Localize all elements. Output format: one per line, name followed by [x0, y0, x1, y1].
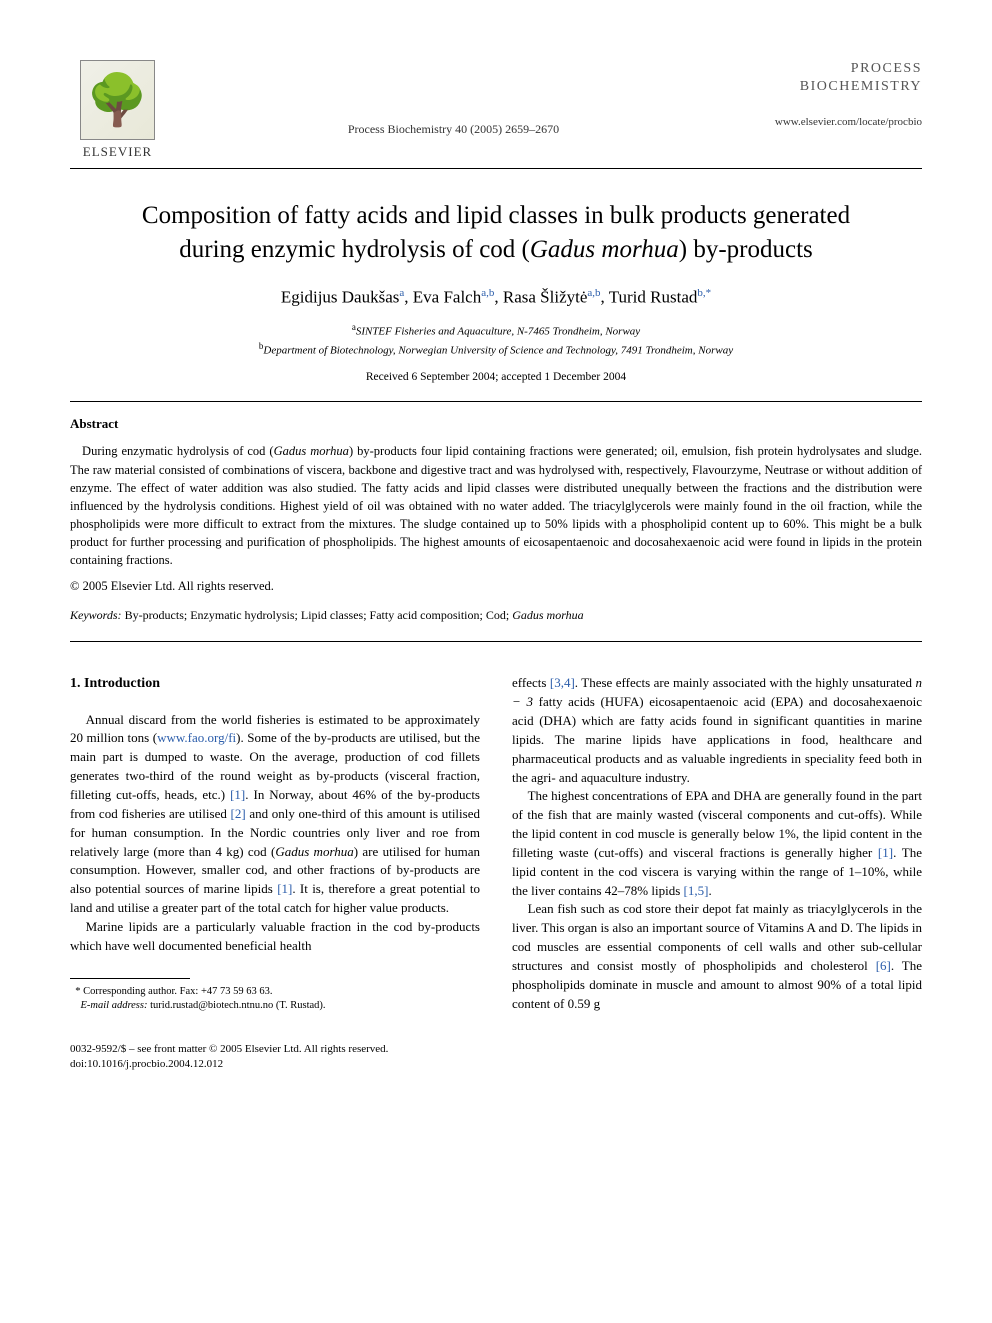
- abstract-species: Gadus morhua: [274, 444, 349, 458]
- p1-url[interactable]: www.fao.org/fi: [157, 730, 236, 745]
- intro-paragraph-2-cont: effects [3,4]. These effects are mainly …: [512, 674, 922, 787]
- author-4: Turid Rustad: [609, 287, 698, 306]
- abstract-body: During enzymatic hydrolysis of cod (Gadu…: [70, 442, 922, 569]
- rp1-mid1: . These effects are mainly associated wi…: [575, 675, 916, 690]
- right-column: effects [3,4]. These effects are mainly …: [512, 674, 922, 1014]
- author-3: Rasa Šližytė: [503, 287, 588, 306]
- abstract-copyright: © 2005 Elsevier Ltd. All rights reserved…: [70, 579, 922, 594]
- keywords-label: Keywords:: [70, 608, 122, 622]
- journal-url: www.elsevier.com/locate/procbio: [742, 116, 922, 128]
- footer-copyright: 0032-9592/$ – see front matter © 2005 El…: [70, 1042, 388, 1057]
- keywords: Keywords: By-products; Enzymatic hydroly…: [70, 608, 922, 623]
- author-list: Egidijus Daukšasa, Eva Falcha,b, Rasa Šl…: [70, 287, 922, 308]
- footnote-rule: [70, 978, 190, 979]
- author-1: Egidijus Daukšas: [281, 287, 400, 306]
- journal-title-line1: PROCESS: [742, 60, 922, 78]
- keywords-text: By-products; Enzymatic hydrolysis; Lipid…: [122, 608, 513, 622]
- rp1-pre: effects: [512, 675, 550, 690]
- author-4-affil: b,*: [697, 287, 711, 299]
- post-abstract-rule: [70, 641, 922, 642]
- article-title: Composition of fatty acids and lipid cla…: [110, 199, 882, 267]
- rp3-pre: Lean fish such as cod store their depot …: [512, 901, 922, 973]
- title-text-post: ) by-products: [679, 236, 813, 263]
- keywords-species: Gadus morhua: [512, 608, 583, 622]
- email-label: E-mail address:: [81, 1000, 148, 1011]
- affil-a-text: SINTEF Fisheries and Aquaculture, N-7465…: [356, 326, 640, 338]
- author-3-affil: a,b: [587, 287, 600, 299]
- publisher-logo: 🌳 ELSEVIER: [70, 60, 165, 160]
- rp2-ref2[interactable]: [1,5]: [684, 883, 709, 898]
- affiliation-b: bDepartment of Biotechnology, Norwegian …: [70, 340, 922, 359]
- page-header: 🌳 ELSEVIER Process Biochemistry 40 (2005…: [70, 60, 922, 160]
- author-1-affil: a: [399, 287, 404, 299]
- intro-paragraph-1: Annual discard from the world fisheries …: [70, 711, 480, 918]
- corr-text: Corresponding author. Fax: +47 73 59 63 …: [81, 986, 273, 997]
- corresponding-author-footnote: * Corresponding author. Fax: +47 73 59 6…: [70, 985, 480, 1000]
- header-rule: [70, 168, 922, 169]
- affiliation-a: aSINTEF Fisheries and Aquaculture, N-746…: [70, 321, 922, 340]
- publisher-name: ELSEVIER: [83, 144, 152, 160]
- p1-ref1[interactable]: [1]: [230, 787, 245, 802]
- rp1-post: fatty acids (HUFA) eicosapentaenoic acid…: [512, 694, 922, 784]
- abstract-post: ) by-products four lipid containing frac…: [70, 444, 922, 567]
- footer-doi: doi:10.1016/j.procbio.2004.12.012: [70, 1057, 388, 1072]
- title-species: Gadus morhua: [530, 236, 679, 263]
- p1-species: Gadus morhua: [275, 844, 353, 859]
- email-value: turid.rustad@biotech.ntnu.no (T. Rustad)…: [147, 1000, 325, 1011]
- elsevier-tree-icon: 🌳: [80, 60, 155, 140]
- intro-paragraph-2: Marine lipids are a particularly valuabl…: [70, 918, 480, 956]
- page-footer: 0032-9592/$ – see front matter © 2005 El…: [70, 1042, 922, 1073]
- intro-paragraph-4: Lean fish such as cod store their depot …: [512, 900, 922, 1013]
- author-2: Eva Falch: [413, 287, 481, 306]
- email-footnote: E-mail address: turid.rustad@biotech.ntn…: [70, 999, 480, 1014]
- journal-reference: Process Biochemistry 40 (2005) 2659–2670: [165, 60, 742, 137]
- p1-ref2[interactable]: [2]: [231, 806, 246, 821]
- affil-b-text: Department of Biotechnology, Norwegian U…: [263, 345, 733, 357]
- rp2-pre: The highest concentrations of EPA and DH…: [512, 788, 922, 860]
- intro-paragraph-3: The highest concentrations of EPA and DH…: [512, 787, 922, 900]
- section-1-heading: 1. Introduction: [70, 674, 480, 694]
- abstract-heading: Abstract: [70, 416, 922, 432]
- rp3-ref1[interactable]: [6]: [876, 958, 891, 973]
- rp2-ref1[interactable]: [1]: [878, 845, 893, 860]
- footer-left: 0032-9592/$ – see front matter © 2005 El…: [70, 1042, 388, 1073]
- pre-abstract-rule: [70, 401, 922, 402]
- journal-branding: PROCESS BIOCHEMISTRY www.elsevier.com/lo…: [742, 60, 922, 128]
- abstract-pre: During enzymatic hydrolysis of cod (: [82, 444, 274, 458]
- rp1-ref1[interactable]: [3,4]: [550, 675, 575, 690]
- body-columns: 1. Introduction Annual discard from the …: [70, 674, 922, 1014]
- journal-title-line2: BIOCHEMISTRY: [742, 78, 922, 96]
- rp2-post: .: [708, 883, 711, 898]
- affiliations: aSINTEF Fisheries and Aquaculture, N-746…: [70, 321, 922, 359]
- left-column: 1. Introduction Annual discard from the …: [70, 674, 480, 1014]
- p1-ref3[interactable]: [1]: [277, 881, 292, 896]
- article-dates: Received 6 September 2004; accepted 1 De…: [70, 371, 922, 383]
- author-2-affil: a,b: [481, 287, 494, 299]
